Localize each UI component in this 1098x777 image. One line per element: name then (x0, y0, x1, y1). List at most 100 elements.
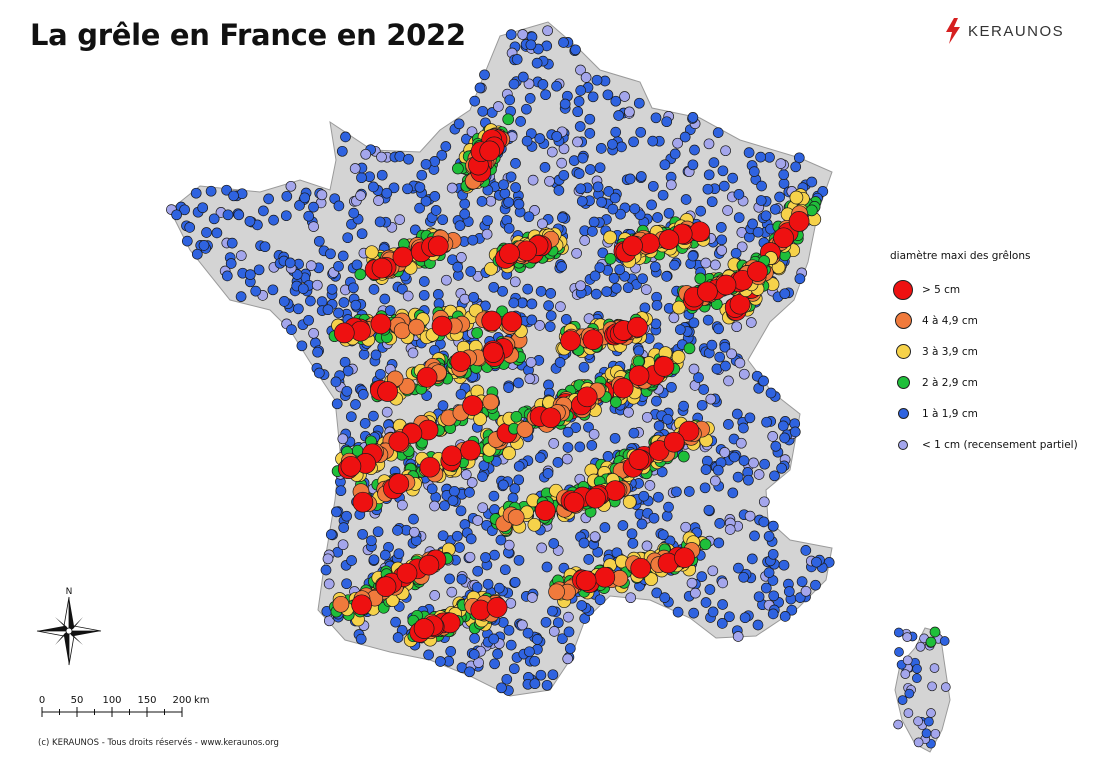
legend-title: diamètre maxi des grêlons (890, 250, 1031, 262)
hail-report-dot (666, 381, 677, 393)
hail-report-dot (517, 619, 528, 631)
brand-name: KERAUNOS (968, 22, 1065, 40)
hail-report-dot (335, 485, 347, 497)
hail-report-dot (594, 262, 606, 273)
hail-report-dot (446, 182, 458, 194)
hail-report-dot (376, 169, 388, 181)
hail-report-dot (929, 663, 940, 673)
hail-report-dot (325, 529, 337, 540)
hail-report-dot (786, 604, 798, 616)
hail-report-dot (449, 485, 460, 497)
hail-report-dot (541, 679, 553, 691)
hail-report-dot (706, 339, 718, 351)
hail-report-dot (358, 349, 370, 360)
hail-report-dot (354, 268, 367, 281)
hail-report-dot (377, 381, 398, 402)
hail-points (166, 25, 951, 749)
hail-report-dot (591, 74, 603, 86)
hail-report-dot (579, 235, 591, 246)
hail-report-dot (763, 567, 775, 578)
hail-report-dot (503, 539, 515, 551)
hail-report-dot (583, 421, 594, 433)
hail-report-dot (524, 373, 536, 385)
hail-report-dot (392, 632, 404, 643)
hail-report-dot (558, 169, 570, 181)
hail-report-dot (303, 210, 315, 222)
hail-report-dot (299, 192, 311, 204)
hail-report-dot (788, 211, 810, 232)
hail-report-dot (678, 400, 689, 412)
hail-report-dot (588, 428, 600, 440)
hail-report-dot (893, 627, 904, 638)
hail-report-dot (752, 619, 764, 631)
hail-report-dot (513, 460, 525, 472)
hail-report-dot (779, 288, 791, 300)
hail-report-dot (755, 151, 766, 163)
hail-report-dot (371, 257, 393, 279)
hail-report-dot (407, 347, 419, 359)
hail-report-dot (743, 147, 755, 158)
hail-report-dot (439, 500, 450, 512)
hail-report-dot (806, 176, 818, 188)
hail-report-dot (649, 261, 661, 273)
scale-tick-label: 100 (102, 695, 121, 706)
hail-report-dot (578, 361, 590, 373)
hail-report-dot (359, 418, 371, 429)
hail-report-dot (584, 128, 596, 139)
hail-report-dot (333, 322, 355, 344)
compass-rose-icon: N (36, 587, 102, 666)
hail-report-dot (340, 455, 362, 477)
hail-report-dot (903, 708, 914, 718)
hail-report-dot (471, 581, 483, 593)
hail-report-dot (589, 270, 601, 282)
hail-report-dot (707, 565, 719, 577)
hail-report-dot (436, 149, 448, 161)
hail-report-dot (617, 520, 629, 531)
hail-report-dot (716, 618, 728, 629)
hail-report-dot (732, 631, 744, 642)
hail-report-dot (716, 244, 728, 256)
hail-report-dot (713, 323, 724, 335)
hail-report-dot (171, 209, 182, 221)
hail-report-dot (576, 600, 588, 611)
hail-report-dot (555, 301, 566, 312)
hail-report-dot (744, 510, 756, 522)
hail-report-dot (376, 151, 387, 163)
hail-report-dot (505, 171, 517, 183)
hail-report-dot (333, 307, 344, 319)
hail-report-dot (441, 274, 452, 286)
hail-report-dot (602, 89, 614, 101)
hail-report-dot (535, 286, 547, 297)
hail-report-dot (594, 566, 616, 588)
hail-report-dot (510, 158, 521, 169)
hail-report-dot (587, 91, 599, 103)
hail-report-dot (523, 211, 535, 223)
hail-report-dot (734, 357, 746, 369)
hail-report-dot (201, 227, 212, 238)
hail-report-dot (435, 656, 446, 667)
hail-report-dot (313, 235, 325, 247)
hail-report-dot (311, 279, 323, 291)
hail-report-dot (759, 458, 770, 470)
hail-report-dot (575, 85, 587, 96)
hail-report-dot (614, 264, 626, 275)
hail-report-dot (929, 626, 941, 638)
hail-report-dot (616, 141, 627, 153)
hail-report-dot (641, 540, 653, 552)
hail-report-dot (281, 190, 293, 202)
hail-report-dot (727, 172, 739, 184)
hail-report-dot (731, 408, 743, 420)
hail-report-dot (690, 587, 701, 599)
hail-report-dot (373, 195, 384, 206)
hail-report-dot (477, 471, 488, 482)
hail-report-dot (704, 584, 716, 595)
hail-report-dot (702, 183, 714, 195)
hail-report-dot (235, 291, 247, 302)
hail-report-dot (644, 480, 656, 491)
hail-report-dot (253, 264, 265, 276)
legend-symbol (896, 376, 910, 389)
hail-report-dot (635, 126, 647, 138)
hail-report-dot (893, 719, 903, 730)
hail-report-dot (689, 144, 700, 156)
hail-report-dot (604, 480, 626, 501)
